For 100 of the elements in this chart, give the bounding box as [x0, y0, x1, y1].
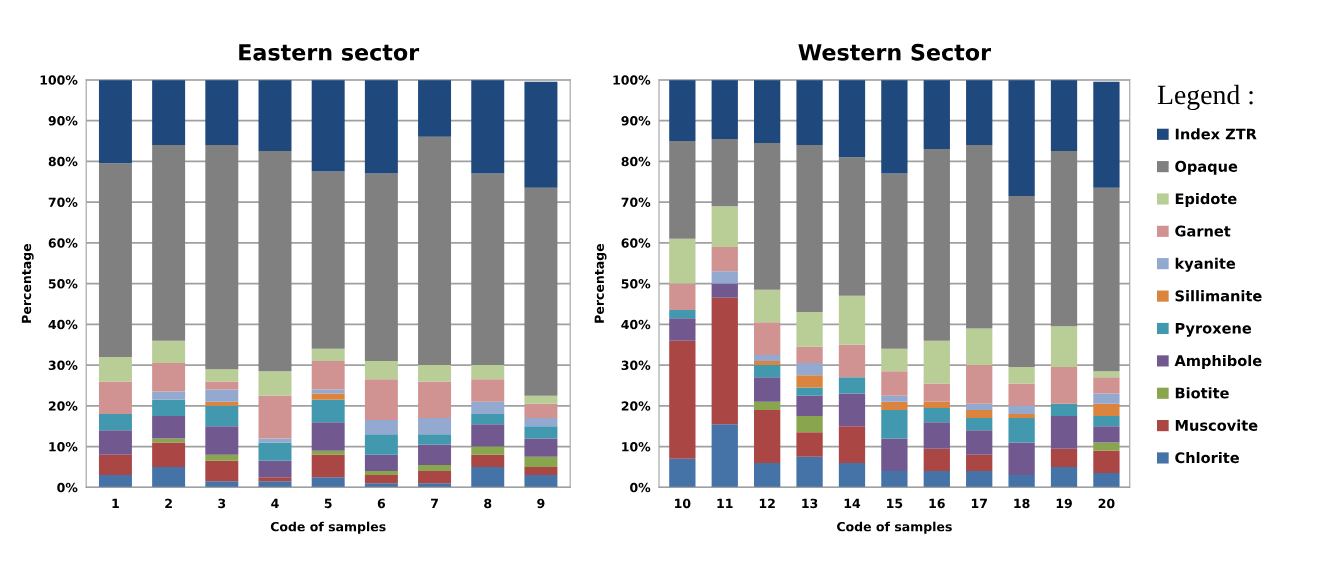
bar [669, 140, 696, 239]
x-tick-label: 9 [537, 498, 545, 509]
bar [152, 340, 186, 364]
bar [311, 389, 345, 394]
bar [418, 444, 452, 465]
bar [1093, 473, 1120, 488]
legend-label: Pyroxene [1175, 322, 1252, 337]
x-tick-label: 16 [929, 498, 945, 509]
bar [1093, 393, 1120, 404]
bar [669, 283, 696, 311]
bar [711, 206, 738, 247]
bar [524, 403, 558, 419]
bar [205, 369, 239, 382]
bar [364, 475, 398, 484]
bar [754, 142, 781, 290]
bar [524, 456, 558, 467]
bar [205, 405, 239, 427]
bar [754, 361, 781, 366]
bar [1050, 448, 1078, 467]
bar [754, 79, 781, 143]
bar [838, 393, 866, 427]
bar [98, 79, 132, 164]
bar [364, 173, 398, 362]
x-tick-label: 14 [844, 498, 861, 508]
bar [1093, 416, 1120, 427]
bar [754, 365, 781, 378]
bar [205, 426, 239, 455]
y-tick-label: 10% [49, 442, 78, 452]
bar [838, 462, 866, 488]
bar [966, 79, 993, 146]
bar [152, 438, 186, 443]
bar [418, 434, 452, 445]
bar [711, 246, 738, 272]
bar [471, 401, 505, 414]
bar [1050, 416, 1078, 449]
bar [966, 454, 993, 472]
bar [98, 430, 132, 455]
bar [796, 363, 823, 376]
bar [1050, 151, 1078, 327]
legend-label: Muscovite [1175, 419, 1258, 431]
bar [364, 471, 398, 476]
y-tick-label: 30% [48, 360, 78, 371]
bar [711, 424, 738, 488]
bar [711, 271, 738, 284]
bar [838, 295, 866, 345]
bar [923, 79, 950, 150]
bar [923, 383, 950, 402]
bar [1050, 79, 1078, 152]
x-tick-label: 17 [971, 498, 987, 508]
x-tick-label: 8 [484, 498, 492, 509]
bar [923, 340, 950, 384]
bar [711, 297, 738, 425]
bar [205, 389, 239, 402]
bar [258, 79, 292, 152]
bar [471, 413, 505, 425]
bar [524, 187, 558, 396]
bar [796, 456, 823, 488]
bar [311, 399, 345, 423]
bar [1093, 187, 1120, 372]
bar [418, 418, 452, 435]
y-axis-title: Percentage [21, 243, 34, 323]
legend-label: Chlorite [1175, 451, 1239, 464]
bar [1093, 450, 1120, 474]
bar [966, 471, 993, 488]
bar [311, 361, 345, 390]
bar [838, 377, 866, 394]
bar [205, 454, 239, 461]
bar [418, 365, 452, 382]
bar [98, 381, 132, 414]
bar [966, 403, 993, 410]
bar [1008, 405, 1035, 414]
bar [364, 454, 398, 472]
bar [98, 356, 132, 382]
bar [754, 354, 781, 362]
legend-label: kyanite [1175, 257, 1236, 272]
bar [152, 442, 186, 467]
x-tick-label: 19 [1056, 498, 1072, 509]
x-tick-label: 12 [759, 498, 775, 508]
bar [152, 416, 186, 439]
bar [754, 401, 781, 410]
bar [1050, 326, 1078, 368]
x-tick-label: 11 [717, 498, 733, 508]
bar [471, 173, 505, 366]
bar [524, 466, 558, 476]
bar [881, 79, 908, 174]
y-tick-label: 40% [621, 319, 651, 330]
bar [205, 401, 239, 406]
y-tick-label: 60% [48, 238, 78, 248]
bar [1093, 371, 1120, 378]
bar [923, 407, 950, 423]
bar [966, 409, 993, 419]
x-tick-label: 1 [112, 498, 119, 508]
bar [669, 238, 696, 284]
legend-label: Amphibole [1174, 354, 1262, 370]
bar [364, 379, 398, 421]
y-tick-label: 20% [48, 401, 78, 411]
bar [418, 471, 452, 484]
bar [966, 365, 993, 404]
bar [838, 426, 866, 463]
bar [1050, 367, 1078, 404]
